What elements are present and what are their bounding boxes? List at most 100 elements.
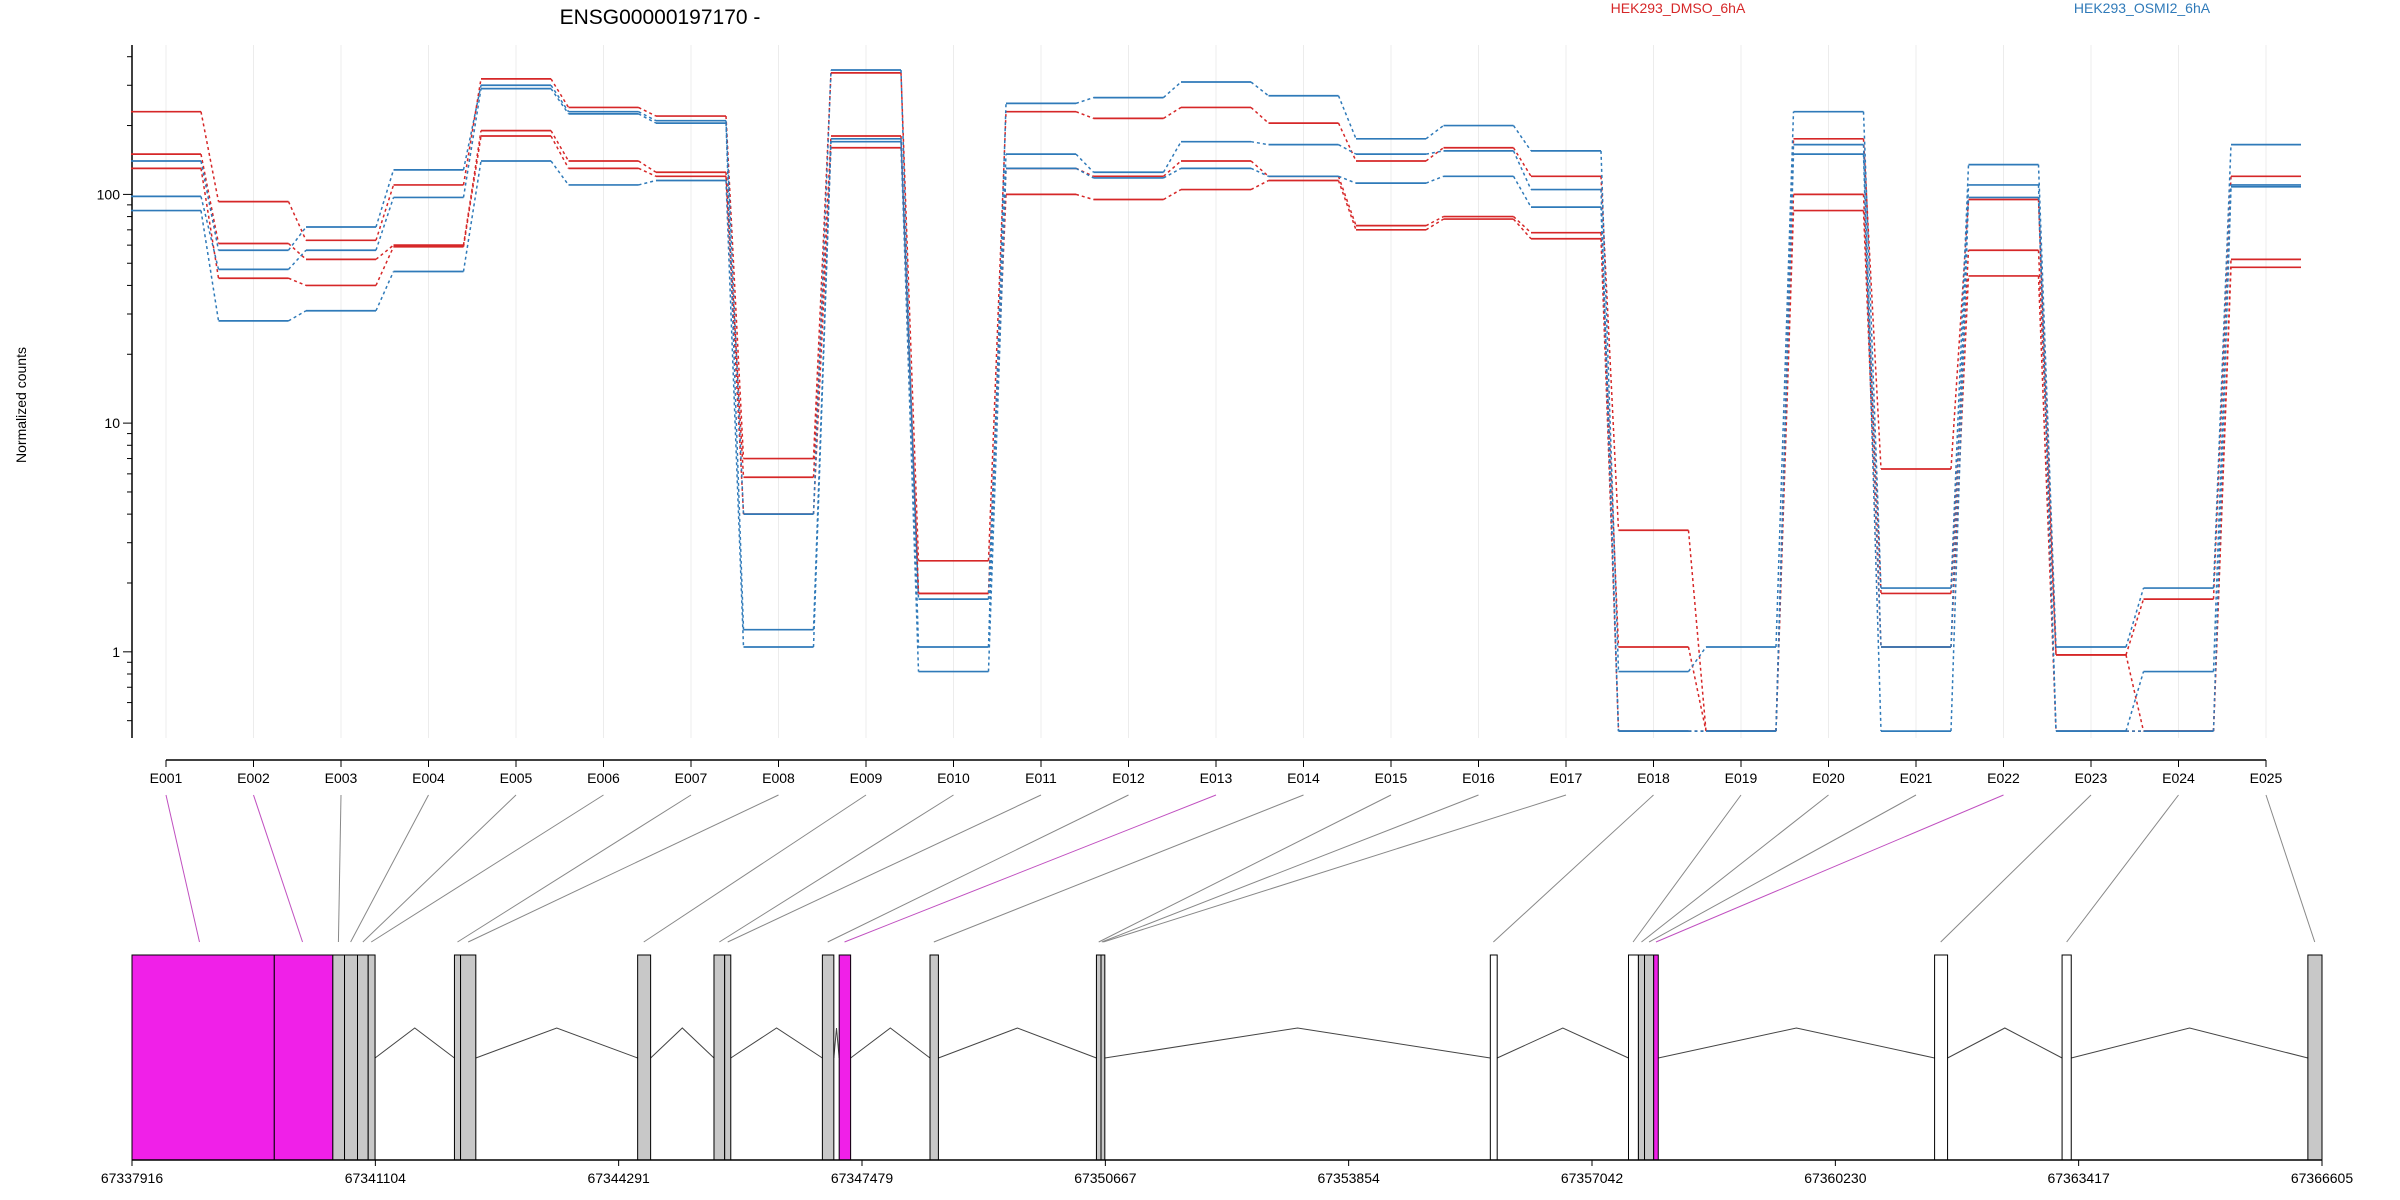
coordinate-label: 67357042 bbox=[1561, 1170, 1624, 1186]
data-connector bbox=[2125, 587, 2145, 648]
data-connector bbox=[725, 116, 745, 459]
data-connector bbox=[812, 135, 832, 478]
data-connector bbox=[550, 160, 570, 186]
data-connector bbox=[375, 246, 395, 286]
x-tick-label-E008: E008 bbox=[762, 770, 795, 786]
data-connector bbox=[1950, 164, 1970, 589]
data-connector bbox=[2212, 144, 2232, 589]
exon-link-E007 bbox=[457, 794, 692, 943]
data-connector bbox=[550, 88, 570, 115]
intron bbox=[1947, 1027, 2063, 1059]
data-connector bbox=[1950, 250, 1970, 594]
data-connector bbox=[725, 180, 745, 648]
data-connector bbox=[1687, 646, 1707, 732]
x-tick-label-E012: E012 bbox=[1112, 770, 1145, 786]
data-connector bbox=[1862, 111, 1882, 589]
exon-block bbox=[131, 954, 275, 1161]
data-connector bbox=[1600, 150, 1620, 672]
exon-block bbox=[1100, 954, 1106, 1161]
intron bbox=[938, 1027, 1097, 1059]
exon-link-E003 bbox=[337, 794, 342, 943]
exon-block bbox=[929, 954, 939, 1161]
data-connector bbox=[1862, 144, 1882, 648]
data-connector bbox=[287, 201, 307, 241]
exon-link-E013 bbox=[844, 794, 1217, 943]
data-connector bbox=[2212, 186, 2232, 732]
exon-block bbox=[713, 954, 726, 1161]
exon-block bbox=[273, 954, 334, 1161]
data-connector bbox=[987, 111, 1007, 561]
data-connector bbox=[1250, 106, 1270, 124]
y-tick-label: 10 bbox=[104, 415, 120, 431]
exon-link-E010 bbox=[719, 794, 954, 943]
intron bbox=[833, 1027, 840, 1059]
exon-link-E016 bbox=[1101, 794, 1479, 943]
y-axis-label: Normalized counts bbox=[13, 347, 29, 463]
data-connector bbox=[1337, 176, 1357, 226]
coordinate-label: 67366605 bbox=[2291, 1170, 2354, 1186]
exon-block bbox=[1637, 954, 1646, 1161]
data-connector bbox=[288, 310, 307, 322]
exon-link-E019 bbox=[1632, 794, 1742, 943]
exon-block bbox=[1934, 954, 1949, 1161]
data-connector bbox=[1163, 188, 1182, 201]
coordinate-label: 67344291 bbox=[587, 1170, 650, 1186]
exon-link-E022 bbox=[1655, 794, 2004, 943]
exon-block bbox=[838, 954, 852, 1161]
y-tick-label: 1 bbox=[112, 644, 120, 660]
x-tick-label-E017: E017 bbox=[1550, 770, 1583, 786]
x-tick-label-E023: E023 bbox=[2075, 770, 2108, 786]
exon-block bbox=[332, 954, 346, 1161]
x-tick-label-E001: E001 bbox=[150, 770, 183, 786]
data-connector bbox=[2125, 671, 2145, 732]
data-connector bbox=[550, 84, 570, 113]
data-connector bbox=[1512, 175, 1532, 208]
exon-block bbox=[1489, 954, 1498, 1161]
data-connector bbox=[200, 168, 220, 279]
data-connector bbox=[900, 141, 920, 672]
exon-link-E015 bbox=[1098, 794, 1392, 943]
x-tick-label-E009: E009 bbox=[850, 770, 883, 786]
x-tick-label-E021: E021 bbox=[1900, 770, 1933, 786]
data-connector bbox=[1075, 110, 1094, 120]
exon-link-E025 bbox=[2265, 794, 2316, 943]
data-connector bbox=[462, 135, 482, 247]
coordinate-label: 67337916 bbox=[101, 1170, 164, 1186]
exon-link-E018 bbox=[1493, 794, 1654, 943]
x-tick-label-E010: E010 bbox=[937, 770, 970, 786]
coordinate-label: 67350667 bbox=[1074, 1170, 1137, 1186]
data-connector bbox=[1512, 218, 1532, 240]
data-connector bbox=[1425, 215, 1444, 227]
coordinate-label: 67347479 bbox=[831, 1170, 894, 1186]
data-connector bbox=[1338, 143, 1357, 155]
data-connector bbox=[725, 176, 745, 515]
series-4 bbox=[131, 69, 2301, 673]
data-connector bbox=[638, 160, 657, 173]
data-connector bbox=[1775, 154, 1795, 732]
data-connector bbox=[288, 277, 307, 287]
legend-label-dmso: HEK293_DMSO_6hA bbox=[1611, 0, 1746, 16]
exon-block bbox=[356, 954, 369, 1161]
exon-link-E021 bbox=[1648, 794, 1917, 943]
intron bbox=[2071, 1027, 2309, 1059]
data-connector bbox=[2212, 176, 2232, 600]
exon-link-E012 bbox=[827, 794, 1129, 943]
y-tick-label: 100 bbox=[97, 186, 121, 202]
exon-block bbox=[453, 954, 462, 1161]
data-connector bbox=[1425, 150, 1444, 155]
data-connector bbox=[1075, 193, 1094, 201]
data-connector bbox=[200, 160, 220, 251]
data-connector bbox=[2125, 654, 2145, 732]
intron bbox=[1496, 1027, 1629, 1059]
data-connector bbox=[200, 210, 220, 321]
data-connector bbox=[1250, 179, 1269, 191]
data-connector bbox=[1163, 160, 1182, 177]
data-connector bbox=[550, 78, 570, 108]
data-connector bbox=[1512, 125, 1532, 152]
exon-block bbox=[460, 954, 477, 1161]
exon-link-layer bbox=[165, 794, 2316, 943]
data-connector bbox=[1250, 140, 1269, 146]
data-connector bbox=[375, 197, 395, 251]
intron bbox=[1104, 1027, 1491, 1059]
intron bbox=[850, 1027, 931, 1059]
